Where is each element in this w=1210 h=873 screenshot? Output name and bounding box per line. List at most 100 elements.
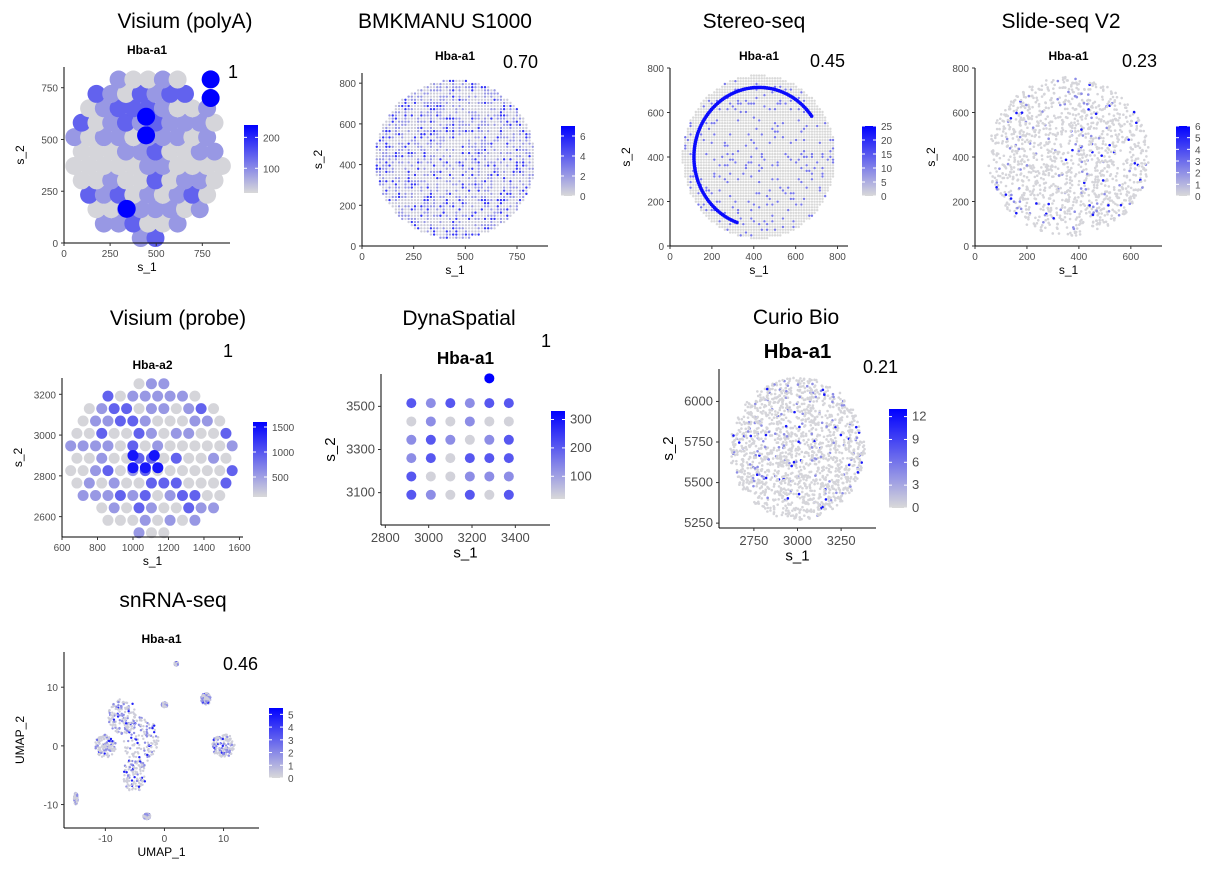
data-point [819, 128, 821, 130]
data-point [512, 196, 514, 198]
data-point [519, 202, 521, 204]
data-point [813, 153, 815, 155]
data-point [401, 152, 403, 154]
data-point [813, 206, 815, 208]
data-point [774, 116, 776, 118]
data-point [522, 124, 524, 126]
data-point [689, 161, 691, 163]
data-point [487, 95, 489, 97]
data-point [803, 201, 805, 203]
data-point [763, 203, 765, 205]
data-point [503, 117, 505, 119]
data-point [745, 125, 747, 127]
data-point [745, 91, 747, 93]
data-point [745, 172, 747, 174]
data-point [404, 171, 406, 173]
data-point [516, 133, 518, 135]
data-point [808, 130, 810, 132]
data-point [742, 164, 744, 166]
data-point [713, 167, 715, 169]
data-point [417, 177, 419, 179]
data-point [732, 119, 734, 121]
data-point [465, 236, 467, 238]
data-point [737, 119, 739, 121]
data-point [490, 114, 492, 116]
data-point [433, 139, 435, 141]
data-point [458, 233, 460, 235]
data-point [716, 130, 718, 132]
data-point [824, 139, 826, 141]
data-point [484, 136, 486, 138]
data-point [710, 94, 712, 96]
data-point [455, 99, 457, 101]
data-point [713, 142, 715, 144]
data-point [708, 100, 710, 102]
data-point [446, 189, 448, 191]
data-point [782, 220, 784, 222]
data-point [423, 136, 425, 138]
data-point [819, 125, 821, 127]
data-point [787, 229, 789, 231]
data-point [782, 142, 784, 144]
correlation-score: 0.45 [810, 51, 845, 71]
data-point [724, 192, 726, 194]
data-point [516, 117, 518, 119]
data-point [414, 221, 416, 223]
data-point [800, 161, 802, 163]
data-point [726, 229, 728, 231]
data-point [423, 105, 425, 107]
data-point [784, 198, 786, 200]
data-point [779, 170, 781, 172]
data-point [776, 119, 778, 121]
data-point [516, 124, 518, 126]
data-point [747, 130, 749, 132]
data-point [697, 150, 699, 152]
data-point [522, 155, 524, 157]
data-point [392, 114, 394, 116]
data-point [803, 181, 805, 183]
data-point [755, 189, 757, 191]
data-point [490, 224, 492, 226]
data-point [758, 111, 760, 113]
data-point [716, 217, 718, 219]
data-point [771, 105, 773, 107]
data-point [821, 133, 823, 135]
data-point [734, 150, 736, 152]
data-point [398, 149, 400, 151]
data-point [726, 86, 728, 88]
data-point [747, 172, 749, 174]
data-point [753, 122, 755, 124]
data-point [718, 187, 720, 189]
data-point [784, 130, 786, 132]
data-point [487, 146, 489, 148]
data-point [519, 121, 521, 123]
data-point [404, 211, 406, 213]
data-point [755, 122, 757, 124]
data-point [388, 127, 390, 129]
data-point [761, 234, 763, 236]
data-point [739, 136, 741, 138]
data-point [477, 155, 479, 157]
data-point [713, 125, 715, 127]
data-point [782, 105, 784, 107]
data-point [458, 221, 460, 223]
data-point [411, 95, 413, 97]
data-point [407, 158, 409, 160]
data-point [700, 105, 702, 107]
data-point [442, 95, 444, 97]
data-point [769, 77, 771, 79]
data-point [787, 86, 789, 88]
data-point [766, 170, 768, 172]
data-point [509, 186, 511, 188]
data-point [516, 155, 518, 157]
data-point [446, 180, 448, 182]
x-tick-label: 400 [745, 252, 762, 263]
data-point [732, 195, 734, 197]
data-point [761, 167, 763, 169]
data-point [739, 108, 741, 110]
data-point [745, 147, 747, 149]
data-point [776, 164, 778, 166]
data-point [787, 119, 789, 121]
data-point [753, 175, 755, 177]
data-point [790, 187, 792, 189]
